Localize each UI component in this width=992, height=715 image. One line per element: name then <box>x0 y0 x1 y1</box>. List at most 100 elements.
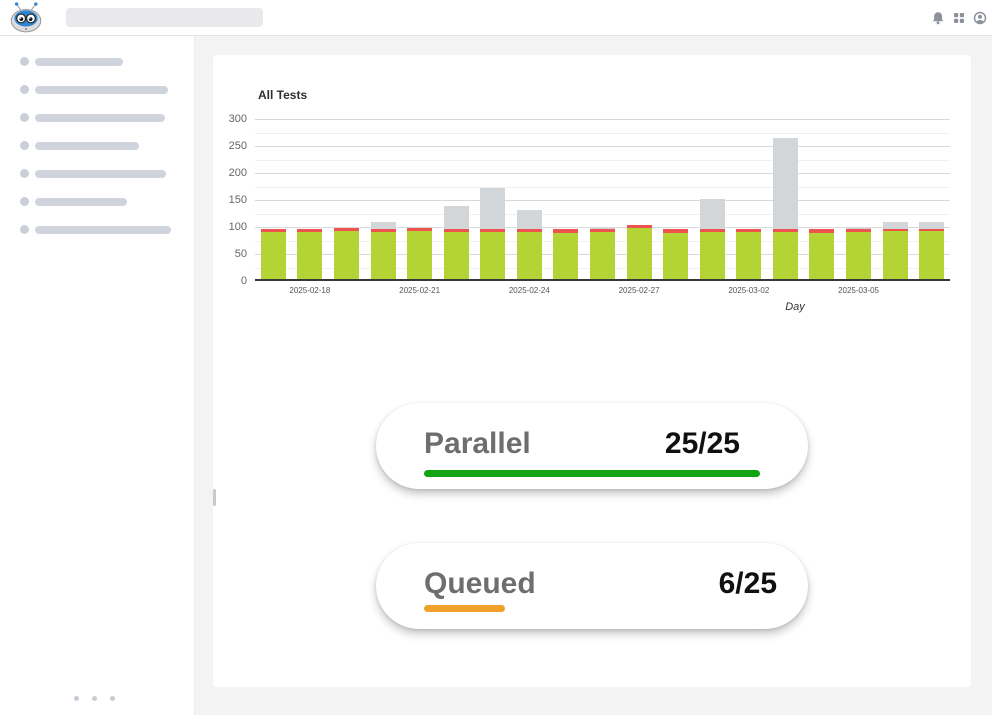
topbar-loading-placeholder <box>66 8 263 27</box>
bar-segment-green[interactable] <box>809 232 835 279</box>
y-axis-tick-label: 0 <box>240 275 247 287</box>
x-axis-title: Day <box>785 301 805 313</box>
minor-gridline <box>255 159 950 161</box>
bar-segment-green[interactable] <box>260 232 286 279</box>
bar-segment-gray[interactable] <box>443 206 469 229</box>
sidebar-item-skeleton[interactable] <box>0 169 194 179</box>
bar-segment-green[interactable] <box>553 232 579 279</box>
bar-segment-green[interactable] <box>407 231 433 279</box>
bar-segment-red[interactable] <box>736 228 762 233</box>
bar-segment-green[interactable] <box>480 232 506 279</box>
bar-segment-gray[interactable] <box>882 221 908 229</box>
bar-segment-green[interactable] <box>370 232 396 279</box>
bar-segment-green[interactable] <box>846 232 872 279</box>
bar-segment-green[interactable] <box>736 232 762 279</box>
bar-segment-gray[interactable] <box>699 199 725 229</box>
dashboard-card: All Tests 0 50 100 150 200 250 300 2025-02-18 20… <box>213 55 971 687</box>
bullet-icon <box>20 113 29 122</box>
minor-gridline <box>255 213 950 215</box>
y-axis-tick-label: 300 <box>228 113 247 125</box>
parallel-label: Parallel <box>424 427 531 460</box>
parallel-progress-bar <box>424 470 760 477</box>
bar-segment-green[interactable] <box>297 232 323 279</box>
bar-segment-green[interactable] <box>663 232 689 279</box>
bar-segment-gray[interactable] <box>919 221 945 229</box>
sidebar-item-skeleton[interactable] <box>0 197 194 207</box>
sidebar-item-skeleton[interactable] <box>0 113 194 123</box>
bar-segment-red[interactable] <box>699 228 725 233</box>
queued-value: 6/25 <box>718 567 777 600</box>
scrollbar-thumb[interactable] <box>213 489 216 506</box>
sidebar-item-skeleton[interactable] <box>0 57 194 67</box>
sidebar <box>0 36 195 715</box>
apps-grid-icon[interactable] <box>949 11 964 25</box>
sidebar-item-skeleton[interactable] <box>0 85 194 95</box>
queued-progress-bar <box>424 605 505 612</box>
sidebar-item-placeholder <box>35 198 127 206</box>
major-gridline <box>255 173 950 174</box>
bar-segment-red[interactable] <box>663 229 689 233</box>
dot-icon <box>110 696 115 701</box>
bar-segment-gray[interactable] <box>370 222 396 229</box>
bar-segment-green[interactable] <box>919 231 945 279</box>
bar-segment-gray[interactable] <box>516 209 542 229</box>
bar-segment-green[interactable] <box>772 232 798 279</box>
bar-segment-red[interactable] <box>443 228 469 233</box>
bullet-icon <box>20 225 29 234</box>
bar-segment-gray[interactable] <box>480 188 506 229</box>
all-tests-chart: All Tests 0 50 100 150 200 250 300 2025-02-18 20… <box>213 55 971 335</box>
sidebar-item-placeholder <box>35 170 166 178</box>
bar-segment-red[interactable] <box>846 229 872 233</box>
y-axis-tick-label: 250 <box>228 140 247 152</box>
bar-segment-green[interactable] <box>626 228 652 279</box>
queued-label: Queued <box>424 567 536 600</box>
bar-segment-red[interactable] <box>553 229 579 233</box>
bar-segment-red[interactable] <box>919 228 945 232</box>
y-axis-tick-label: 100 <box>228 221 247 233</box>
bar-segment-gray[interactable] <box>846 226 872 230</box>
bar-segment-red[interactable] <box>297 228 323 233</box>
robot-logo[interactable] <box>4 1 48 35</box>
bar-segment-red[interactable] <box>407 228 433 232</box>
sidebar-item-skeleton[interactable] <box>0 141 194 151</box>
bar-segment-green[interactable] <box>699 232 725 279</box>
main-content: All Tests 0 50 100 150 200 250 300 2025-02-18 20… <box>196 36 992 715</box>
chart-plot-area[interactable]: 0 50 100 150 200 250 300 2025-02-18 2025-02-21 20… <box>229 113 950 313</box>
bar-segment-red[interactable] <box>590 229 615 233</box>
bullet-icon <box>20 169 29 178</box>
bar-segment-red[interactable] <box>480 228 506 233</box>
bar-segment-gray[interactable] <box>590 226 615 230</box>
bar-segment-gray[interactable] <box>407 226 433 229</box>
bar-segment-red[interactable] <box>333 227 359 231</box>
bar-segment-red[interactable] <box>516 228 542 233</box>
major-gridline <box>255 200 950 201</box>
bar-segment-green[interactable] <box>333 230 359 279</box>
sidebar-item-skeleton[interactable] <box>0 225 194 235</box>
sidebar-item-placeholder <box>35 226 171 234</box>
parallel-value: 25/25 <box>664 427 740 460</box>
dot-icon <box>74 696 79 701</box>
x-axis-tick-label: 2025-02-27 <box>618 286 660 295</box>
notifications-bell-icon[interactable] <box>928 11 944 25</box>
bar-segment-green[interactable] <box>590 232 615 279</box>
bar-segment-red[interactable] <box>809 229 835 233</box>
bar-segment-red[interactable] <box>260 228 286 233</box>
bullet-icon <box>20 197 29 206</box>
bullet-icon <box>20 57 29 66</box>
sidebar-item-placeholder <box>35 58 123 66</box>
chart-title: All Tests <box>258 88 308 102</box>
y-axis-tick-label: 50 <box>234 248 247 260</box>
dot-icon <box>92 696 97 701</box>
x-axis-tick-label: 2025-02-21 <box>399 286 441 295</box>
bar-segment-green[interactable] <box>882 231 908 279</box>
bar-segment-red[interactable] <box>626 225 652 229</box>
bar-segment-red[interactable] <box>882 228 908 232</box>
bar-segment-green[interactable] <box>516 232 542 279</box>
account-icon[interactable] <box>970 11 987 25</box>
bullet-icon <box>20 141 29 150</box>
bar-segment-gray[interactable] <box>772 138 798 229</box>
bar-segment-green[interactable] <box>443 232 469 279</box>
bar-segment-red[interactable] <box>370 228 396 233</box>
x-axis-tick-label: 2025-02-18 <box>289 286 331 295</box>
bar-segment-red[interactable] <box>772 228 798 233</box>
